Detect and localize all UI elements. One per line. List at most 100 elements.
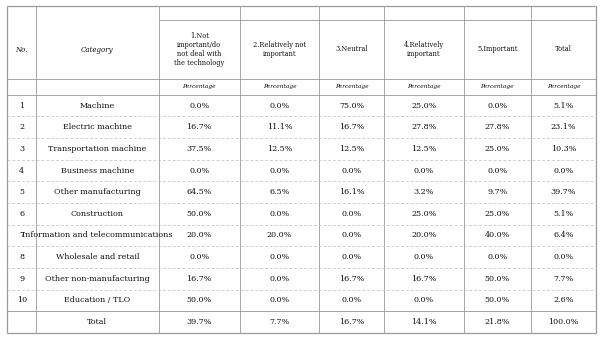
Text: 0.0%: 0.0% <box>269 297 290 304</box>
Text: 0.0%: 0.0% <box>189 253 209 261</box>
Text: 2.6%: 2.6% <box>553 297 574 304</box>
Text: 75.0%: 75.0% <box>339 101 364 110</box>
Text: 6: 6 <box>19 210 24 218</box>
Text: Other non-manufacturing: Other non-manufacturing <box>45 275 150 283</box>
Text: 16.1%: 16.1% <box>339 188 365 196</box>
Text: 3.2%: 3.2% <box>414 188 434 196</box>
Text: 6.5%: 6.5% <box>269 188 290 196</box>
Text: 0.0%: 0.0% <box>189 166 209 175</box>
Text: 20.0%: 20.0% <box>412 232 437 240</box>
Text: 16.7%: 16.7% <box>339 123 365 131</box>
Text: 40.0%: 40.0% <box>485 232 510 240</box>
Text: Transportation machine: Transportation machine <box>48 145 146 153</box>
Text: 16.7%: 16.7% <box>411 275 437 283</box>
Text: 50.0%: 50.0% <box>485 297 510 304</box>
Text: Percentage: Percentage <box>263 84 296 89</box>
Text: 0.0%: 0.0% <box>269 166 290 175</box>
Text: 37.5%: 37.5% <box>187 145 212 153</box>
Text: 16.7%: 16.7% <box>187 275 212 283</box>
Text: 0.0%: 0.0% <box>414 166 434 175</box>
Text: Total: Total <box>88 318 107 326</box>
Text: 0.0%: 0.0% <box>269 210 290 218</box>
Text: 0.0%: 0.0% <box>189 101 209 110</box>
Text: 5.1%: 5.1% <box>553 210 574 218</box>
Text: 1: 1 <box>19 101 24 110</box>
Text: 3: 3 <box>19 145 24 153</box>
Text: Information and telecommunications: Information and telecommunications <box>22 232 173 240</box>
Text: Percentage: Percentage <box>335 84 368 89</box>
Text: 2.Relatively not
important: 2.Relatively not important <box>253 41 306 58</box>
Text: 4.Relatively
important: 4.Relatively important <box>404 41 444 58</box>
Text: 0.0%: 0.0% <box>553 166 574 175</box>
Text: 0.0%: 0.0% <box>269 101 290 110</box>
Text: Machine: Machine <box>80 101 115 110</box>
Text: 0.0%: 0.0% <box>553 253 574 261</box>
Text: 0.0%: 0.0% <box>487 166 508 175</box>
Text: Category: Category <box>81 47 113 54</box>
Text: 0.0%: 0.0% <box>487 253 508 261</box>
Text: 0.0%: 0.0% <box>341 232 362 240</box>
Text: 7.7%: 7.7% <box>553 275 574 283</box>
Text: 7: 7 <box>19 232 24 240</box>
Text: 9: 9 <box>19 275 24 283</box>
Text: 0.0%: 0.0% <box>487 101 508 110</box>
Text: 0.0%: 0.0% <box>414 297 434 304</box>
Text: 2: 2 <box>19 123 24 131</box>
Text: 25.0%: 25.0% <box>412 101 437 110</box>
Text: 25.0%: 25.0% <box>412 210 437 218</box>
Text: 0.0%: 0.0% <box>341 297 362 304</box>
Text: 100.0%: 100.0% <box>548 318 578 326</box>
Text: 39.7%: 39.7% <box>551 188 576 196</box>
Text: 50.0%: 50.0% <box>187 297 212 304</box>
Text: Wholesale and retail: Wholesale and retail <box>56 253 139 261</box>
Text: 10.3%: 10.3% <box>551 145 576 153</box>
Text: 27.8%: 27.8% <box>412 123 437 131</box>
Text: 16.7%: 16.7% <box>339 275 365 283</box>
Text: 8: 8 <box>19 253 24 261</box>
Text: 20.0%: 20.0% <box>267 232 292 240</box>
Text: Percentage: Percentage <box>547 84 580 89</box>
Text: 0.0%: 0.0% <box>269 275 290 283</box>
Text: Business machine: Business machine <box>61 166 134 175</box>
Text: 16.7%: 16.7% <box>339 318 365 326</box>
Text: 12.5%: 12.5% <box>339 145 365 153</box>
Text: 4: 4 <box>19 166 24 175</box>
Text: Percentage: Percentage <box>481 84 514 89</box>
Text: 14.1%: 14.1% <box>411 318 437 326</box>
Text: Education / TLO: Education / TLO <box>64 297 131 304</box>
Text: 0.0%: 0.0% <box>341 166 362 175</box>
Text: 0.0%: 0.0% <box>341 210 362 218</box>
Text: 39.7%: 39.7% <box>187 318 212 326</box>
Text: 5: 5 <box>19 188 24 196</box>
Text: 9.7%: 9.7% <box>487 188 508 196</box>
Text: 25.0%: 25.0% <box>485 145 510 153</box>
Text: 21.8%: 21.8% <box>485 318 510 326</box>
Text: 11.1%: 11.1% <box>266 123 292 131</box>
Text: 5.1%: 5.1% <box>553 101 574 110</box>
Text: 0.0%: 0.0% <box>269 253 290 261</box>
Text: 3.Neutral: 3.Neutral <box>335 45 368 53</box>
Text: Percentage: Percentage <box>407 84 441 89</box>
Text: 23.1%: 23.1% <box>551 123 576 131</box>
Text: 20.0%: 20.0% <box>187 232 212 240</box>
Text: 50.0%: 50.0% <box>485 275 510 283</box>
Text: 16.7%: 16.7% <box>187 123 212 131</box>
Text: 7.7%: 7.7% <box>269 318 290 326</box>
Text: 0.0%: 0.0% <box>414 253 434 261</box>
Text: 25.0%: 25.0% <box>485 210 510 218</box>
Text: 64.5%: 64.5% <box>187 188 212 196</box>
Text: Electric machine: Electric machine <box>63 123 132 131</box>
Text: Total: Total <box>555 45 572 53</box>
Text: No.: No. <box>16 47 28 54</box>
Text: 1.Not
important/do
not deal with
the technology: 1.Not important/do not deal with the tec… <box>174 32 224 67</box>
Text: 12.5%: 12.5% <box>267 145 292 153</box>
Text: 5.Important: 5.Important <box>477 45 518 53</box>
Text: 10: 10 <box>17 297 27 304</box>
Text: 27.8%: 27.8% <box>485 123 510 131</box>
Text: 6.4%: 6.4% <box>553 232 574 240</box>
Text: Construction: Construction <box>71 210 124 218</box>
Text: 0.0%: 0.0% <box>341 253 362 261</box>
Text: 50.0%: 50.0% <box>187 210 212 218</box>
Text: Other manufacturing: Other manufacturing <box>54 188 141 196</box>
Text: Percentage: Percentage <box>182 84 216 89</box>
